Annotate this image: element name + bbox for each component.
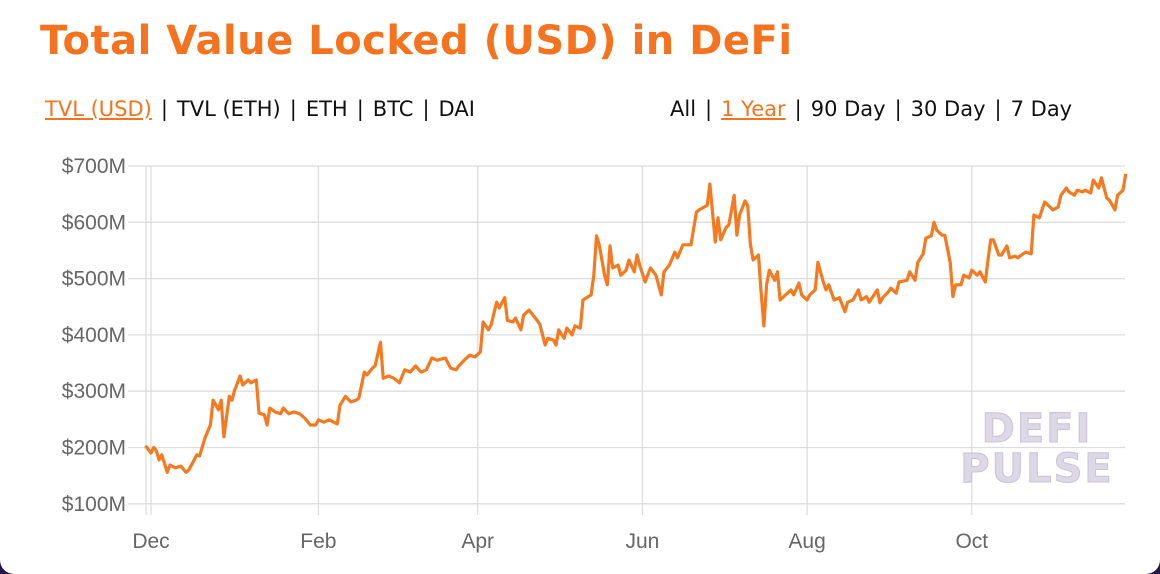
tab-separator: |: [160, 97, 168, 121]
tab-separator: |: [356, 97, 364, 121]
y-tick-label: $600M: [62, 211, 126, 234]
tab-separator: |: [894, 97, 902, 121]
range-90-day[interactable]: 90 Day: [810, 97, 886, 121]
x-tick-label: Apr: [461, 530, 494, 553]
tab-separator: |: [422, 97, 430, 121]
tab-btc[interactable]: BTC: [372, 97, 414, 121]
range-tabs: All | 1 Year | 90 Day | 30 Day | 7 Day: [670, 97, 1072, 121]
defi-pulse-watermark: DEFI: [982, 406, 1093, 452]
range-1-year[interactable]: 1 Year: [721, 97, 786, 121]
y-tick-label: $200M: [62, 437, 126, 460]
range-7-day[interactable]: 7 Day: [1010, 97, 1073, 121]
y-tick-label: $500M: [62, 268, 126, 291]
series-line-tvl-usd: [144, 173, 1128, 474]
tab-dai[interactable]: DAI: [438, 97, 475, 121]
y-tick-label: $100M: [62, 493, 126, 516]
x-tick-label: Aug: [788, 530, 825, 553]
defi-pulse-watermark: PULSE: [960, 446, 1113, 492]
range-all[interactable]: All: [670, 97, 697, 121]
range-30-day[interactable]: 30 Day: [910, 97, 986, 121]
x-tick-label: Feb: [300, 530, 336, 553]
tab-separator: |: [994, 97, 1002, 121]
tab-eth[interactable]: ETH: [305, 97, 348, 121]
x-tick-label: Dec: [132, 530, 169, 553]
y-tick-label: $700M: [62, 155, 126, 178]
tab-separator: |: [794, 97, 802, 121]
tab-separator: |: [289, 97, 297, 121]
tab-separator: |: [705, 97, 713, 121]
metric-tabs: TVL (USD) | TVL (ETH) | ETH | BTC | DAI: [45, 97, 475, 121]
page-title: Total Value Locked (USD) in DeFi: [40, 18, 793, 64]
y-tick-label: $400M: [62, 324, 126, 347]
x-tick-label: Oct: [955, 530, 988, 553]
tab-tvl-usd[interactable]: TVL (USD): [45, 97, 152, 121]
tab-tvl-eth[interactable]: TVL (ETH): [176, 97, 281, 121]
y-tick-label: $300M: [62, 380, 126, 403]
x-tick-label: Jun: [625, 530, 659, 553]
